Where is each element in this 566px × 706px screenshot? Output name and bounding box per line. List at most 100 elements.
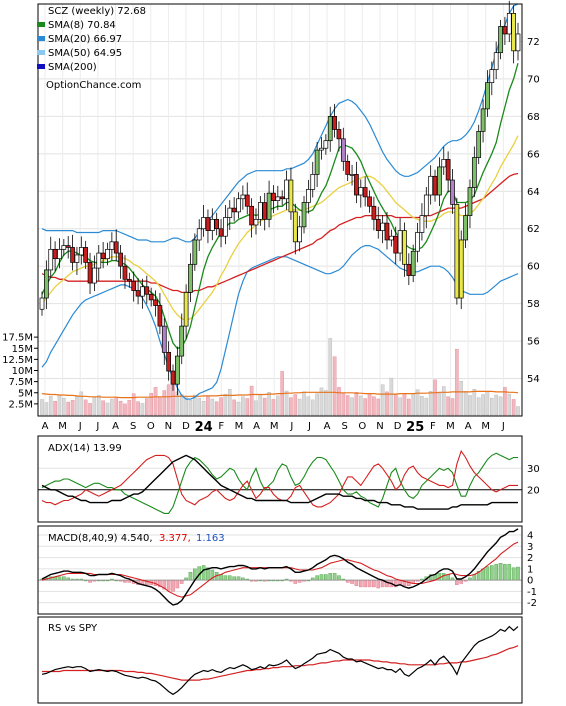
volume-bar	[332, 356, 337, 416]
price-tick-label: 60	[527, 262, 540, 273]
candle-body	[415, 232, 420, 252]
volume-bar	[258, 394, 263, 416]
volume-bar	[149, 392, 153, 416]
candle-body	[135, 290, 141, 297]
x-tick-label: D	[394, 421, 402, 432]
x-tick-label: O	[358, 421, 366, 432]
price-tick-label: 66	[527, 149, 540, 160]
volume-bar	[494, 394, 498, 416]
volume-bar	[254, 400, 258, 416]
macd-histogram-bar	[175, 579, 180, 589]
volume-bar	[79, 391, 84, 416]
macd-histogram-bar	[293, 579, 298, 584]
volume-tick-label: 17.5M	[2, 333, 33, 344]
candle-body	[83, 247, 89, 263]
volume-bar	[110, 398, 114, 416]
candle-body	[362, 187, 368, 198]
volume-bar	[40, 399, 44, 416]
macd-histogram-bar	[171, 579, 175, 592]
candle-body	[61, 245, 67, 250]
candle-body	[397, 230, 403, 254]
volume-bar	[324, 390, 328, 416]
volume-tick-label: 10M	[12, 366, 33, 377]
candle-body	[57, 248, 62, 260]
x-tick-label: J	[289, 421, 293, 432]
volume-bar	[380, 384, 385, 416]
candle-body	[157, 305, 163, 327]
candle-body	[92, 267, 97, 284]
volume-bar	[424, 397, 429, 416]
volume-average-line	[41, 390, 519, 399]
volume-bar	[127, 400, 132, 416]
legend-swatch-sma50	[37, 50, 45, 55]
candle-body	[175, 355, 180, 385]
volume-bar	[468, 395, 472, 416]
volume-tick-label: 15M	[12, 344, 33, 355]
candle-body	[253, 219, 259, 226]
volume-bar	[276, 395, 280, 416]
macd-histogram-bar	[166, 579, 171, 591]
volume-bar	[262, 397, 267, 416]
macd-histogram-bar	[367, 579, 372, 588]
candle-body	[340, 138, 346, 162]
candle-body	[144, 286, 150, 295]
volume-bar	[223, 393, 228, 416]
x-tick-label: M	[58, 421, 67, 432]
x-tick-label: N	[165, 421, 172, 432]
adx-tick-label: 20	[527, 485, 540, 496]
candle-body	[371, 205, 377, 220]
candle-body	[463, 215, 468, 241]
plus-di-line	[41, 452, 518, 514]
candle-body	[170, 370, 176, 385]
x-tick-label: A	[465, 421, 472, 432]
candle-body	[161, 325, 167, 353]
legend-sma50: SMA(50) 64.95	[48, 48, 122, 59]
candle-body	[205, 217, 211, 231]
volume-bar	[376, 398, 381, 416]
x-tick-label: S	[130, 421, 136, 432]
price-tick-label: 72	[527, 37, 540, 48]
volume-tick-label: 5M	[18, 388, 33, 399]
price-tick-label: 64	[527, 187, 540, 198]
candle-body	[506, 13, 512, 35]
candle-body	[502, 26, 508, 35]
volume-bar	[297, 398, 302, 416]
candle-body	[105, 248, 110, 260]
volume-bar	[219, 397, 223, 416]
candle-body	[332, 116, 337, 130]
volume-bar	[236, 401, 241, 416]
macd-histogram-bar	[485, 566, 490, 581]
volume-bar	[44, 402, 49, 416]
volume-bar	[455, 348, 459, 416]
volume-bar	[92, 397, 97, 416]
macd-histogram-bar	[328, 573, 333, 581]
volume-bar	[498, 396, 503, 416]
volume-bar	[131, 393, 136, 416]
volume-bar	[53, 401, 57, 416]
x-tick-label: S	[342, 421, 348, 432]
candle-body	[249, 205, 254, 226]
price-panel-frame	[37, 3, 523, 417]
volume-bar	[358, 395, 363, 416]
candle-body	[126, 278, 132, 282]
macd-line	[41, 528, 519, 606]
macd-histogram-bar	[232, 576, 236, 581]
x-tick-label: D	[182, 421, 190, 432]
volume-bar	[306, 396, 311, 416]
volume-bar	[101, 400, 105, 416]
macd-histogram-bar	[372, 579, 376, 588]
watermark: OptionChance.com	[46, 80, 141, 91]
macd-label: MACD(8,40,9) 4.540,	[48, 533, 153, 544]
candle-body	[345, 160, 351, 175]
macd-histogram-bar	[363, 579, 367, 588]
candle-body	[314, 149, 320, 175]
candle-body	[432, 175, 438, 196]
volume-bar	[214, 401, 219, 416]
candle-body	[231, 207, 237, 213]
volume-bar	[450, 398, 455, 416]
volume-bar	[188, 400, 193, 416]
volume-bar	[267, 392, 271, 416]
volume-bar	[516, 406, 520, 416]
